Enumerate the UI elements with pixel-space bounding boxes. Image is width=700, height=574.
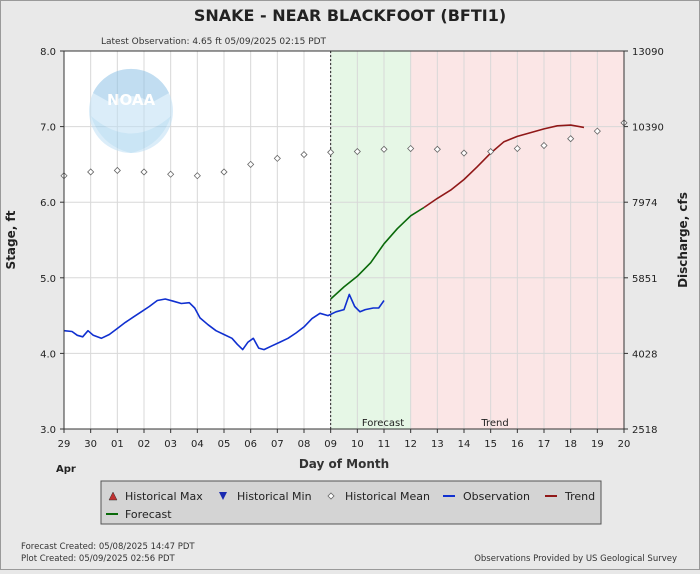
data-credit: Observations Provided by US Geological S… xyxy=(474,554,677,564)
historical-mean-point xyxy=(273,154,281,162)
historical-mean-point xyxy=(220,168,228,176)
historical-mean-point xyxy=(407,144,415,153)
historical-min-marker xyxy=(219,492,227,500)
x-tick-label: 02 xyxy=(138,439,151,450)
y-tick-label-left: 6.0 xyxy=(40,198,56,209)
x-tick-label: 09 xyxy=(324,439,337,450)
noaa-logo: NOAA xyxy=(89,68,173,153)
x-tick-label: 14 xyxy=(458,439,471,450)
x-tick-label: 11 xyxy=(378,439,391,450)
plot-border xyxy=(63,50,625,430)
noaa-logo-text: NOAA xyxy=(107,91,156,109)
legend-historical-max: Historical Max xyxy=(125,490,203,503)
series-layer xyxy=(60,119,628,351)
historical-mean-point xyxy=(540,141,548,150)
historical-mean-point xyxy=(167,170,175,178)
y-tick-label-right: 10390 xyxy=(632,123,664,134)
forecast-region-label: Forecast xyxy=(362,418,404,429)
x-tick-label: 12 xyxy=(404,439,417,450)
y-tick-label-right: 5851 xyxy=(632,274,657,285)
historical-mean-point xyxy=(113,166,121,175)
y-axis-label-right: Discharge, cfs xyxy=(676,192,690,288)
historical-mean-point xyxy=(353,147,361,156)
y-tick-label-right: 4028 xyxy=(632,349,657,360)
historical-mean-point xyxy=(140,168,148,176)
y-tick-label-left: 5.0 xyxy=(40,274,56,285)
historical-mean-point xyxy=(433,145,441,153)
axis-ticks: 29 30 01 02 03 04 05 06 07 08 09 10 11 12 13 14 15 16 17 18… xyxy=(40,47,664,450)
y-tick-label-left: 4.0 xyxy=(40,349,56,360)
historical-mean-point xyxy=(193,172,201,180)
trend-line xyxy=(423,124,585,209)
x-tick-label: 15 xyxy=(484,439,497,450)
x-tick-label: 20 xyxy=(618,439,631,450)
forecast-created: Forecast Created: 05/08/2025 14:47 PDT xyxy=(21,542,195,552)
x-tick-label: 18 xyxy=(564,439,577,450)
x-tick-label: 19 xyxy=(591,439,604,450)
historical-max-marker xyxy=(108,491,118,501)
x-tick-label: 05 xyxy=(218,439,231,450)
legend-historical-mean: Historical Mean xyxy=(345,490,430,503)
historical-mean-point xyxy=(513,144,521,153)
forecast-region xyxy=(330,51,411,429)
x-tick-label: 13 xyxy=(431,439,444,450)
x-tick-label: 08 xyxy=(298,439,311,450)
x-tick-label: 01 xyxy=(111,439,124,450)
x-tick-label: 04 xyxy=(191,439,204,450)
latest-observation: Latest Observation: 4.65 ft 05/09/2025 0… xyxy=(101,37,327,47)
legend-observation: Observation xyxy=(463,490,530,503)
x-tick-label: 17 xyxy=(538,439,551,450)
forecast-line xyxy=(330,206,425,300)
historical-mean-point xyxy=(247,160,255,168)
plot-created: Plot Created: 05/09/2025 02:56 PDT xyxy=(21,554,175,564)
legend-forecast: Forecast xyxy=(125,508,172,521)
x-tick-label: 07 xyxy=(271,439,284,450)
y-tick-label-left: 7.0 xyxy=(40,123,56,134)
month-label: Apr xyxy=(56,464,76,475)
historical-mean-point xyxy=(487,147,495,156)
y-tick-label-right: 2518 xyxy=(632,425,657,436)
x-tick-label: 29 xyxy=(58,439,71,450)
historical-mean-point xyxy=(300,151,308,159)
legend-trend: Trend xyxy=(564,490,595,503)
historical-mean-point xyxy=(87,168,95,176)
x-axis-label: Day of Month xyxy=(299,457,389,471)
observation-line xyxy=(63,293,385,351)
x-tick-label: 03 xyxy=(164,439,177,450)
legend-box xyxy=(100,480,602,525)
x-tick-label: 10 xyxy=(351,439,364,450)
y-tick-label-right: 13090 xyxy=(632,47,664,58)
historical-mean-marker xyxy=(327,492,335,500)
historical-mean-point xyxy=(567,135,575,143)
x-tick-label: 06 xyxy=(244,439,257,450)
y-tick-label-left: 3.0 xyxy=(40,425,56,436)
historical-mean-point xyxy=(460,149,468,157)
historical-mean-point xyxy=(380,145,388,153)
x-tick-label: 30 xyxy=(84,439,97,450)
y-axis-label-left: Stage, ft xyxy=(4,210,18,269)
historical-mean-point xyxy=(593,127,601,135)
y-tick-label-left: 8.0 xyxy=(40,47,56,58)
x-tick-label: 16 xyxy=(511,439,524,450)
chart-title: SNAKE - NEAR BLACKFOOT (BFTI1) xyxy=(194,6,506,25)
trend-region-label: Trend xyxy=(480,418,508,429)
legend: Historical Max Historical Min Historical… xyxy=(100,480,602,525)
historical-mean-point xyxy=(327,148,335,156)
y-tick-label-right: 7974 xyxy=(632,198,657,209)
legend-historical-min: Historical Min xyxy=(237,490,312,503)
